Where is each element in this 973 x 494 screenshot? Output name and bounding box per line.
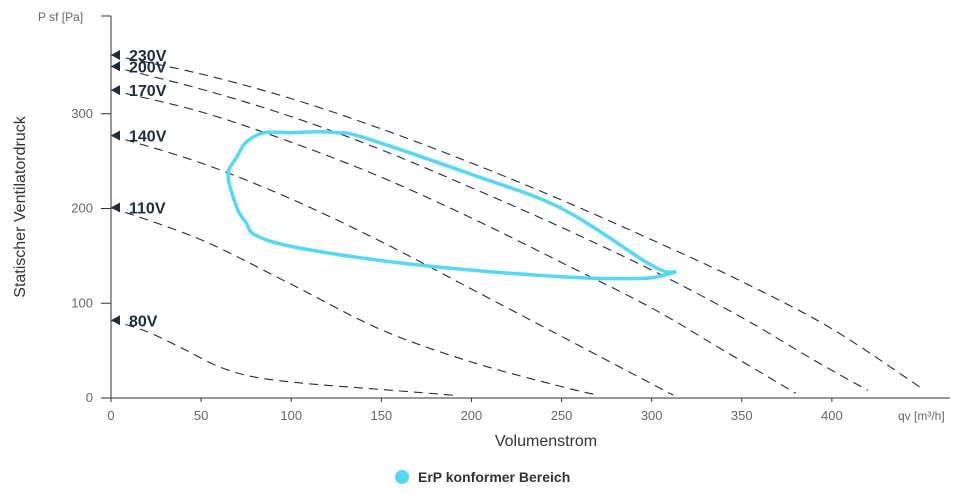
y-axis-title: Statischer Ventilatordruck [12, 115, 29, 297]
x-tick-label: 200 [461, 408, 483, 423]
x-tick-labels: 0 50 100 150 200 250 300 350 400 [107, 398, 843, 423]
erp-region-layer [226, 130, 677, 281]
voltage-marker-230v [111, 50, 120, 61]
curve-230v [110, 54, 923, 389]
y-tick-label: 300 [71, 106, 93, 121]
x-tick-label: 350 [731, 408, 753, 423]
voltage-label-140v: 140V [129, 129, 167, 146]
voltage-label-230v: 230V [129, 48, 167, 65]
x-tick-label: 150 [370, 408, 392, 423]
y-tick-label: 0 [86, 390, 93, 405]
y-tick-label: 100 [71, 295, 93, 310]
voltage-marker-200v [111, 61, 120, 72]
x-tick-label: 100 [280, 408, 302, 423]
voltage-label-80v: 80V [129, 313, 158, 330]
voltage-label-170v: 170V [129, 83, 167, 100]
voltage-marker-140v [111, 130, 120, 141]
x-tick-label: 400 [821, 408, 843, 423]
x-tick-label: 0 [107, 408, 114, 423]
voltage-curves [110, 54, 923, 396]
legend-label: ErP konformer Bereich [418, 469, 570, 485]
voltage-marker-170v [111, 85, 120, 96]
curve-140v [110, 134, 674, 396]
legend[interactable]: ErP konformer Bereich [395, 469, 570, 485]
curve-170v [110, 89, 797, 394]
x-axis-title: Volumenstrom [495, 433, 597, 450]
voltage-marker-110v [111, 202, 120, 213]
y-tick-label: 200 [71, 201, 93, 216]
curve-80v [110, 319, 454, 396]
voltage-label-110v: 110V [129, 201, 166, 218]
curve-110v [110, 207, 598, 396]
axes [101, 15, 950, 399]
x-tick-label: 50 [194, 408, 208, 423]
erp-region-outline [226, 130, 677, 281]
x-tick-label: 250 [551, 408, 573, 423]
curve-200v [110, 65, 869, 391]
legend-marker [395, 470, 409, 484]
x-unit-label: qv [m³/h] [898, 409, 945, 423]
y-unit-label: P sf [Pa] [38, 10, 83, 24]
x-tick-label: 300 [641, 408, 663, 423]
y-tick-labels: 0 100 200 300 [71, 106, 111, 405]
voltage-label-200v: 200V [129, 59, 167, 76]
voltage-marker-80v [111, 315, 120, 326]
